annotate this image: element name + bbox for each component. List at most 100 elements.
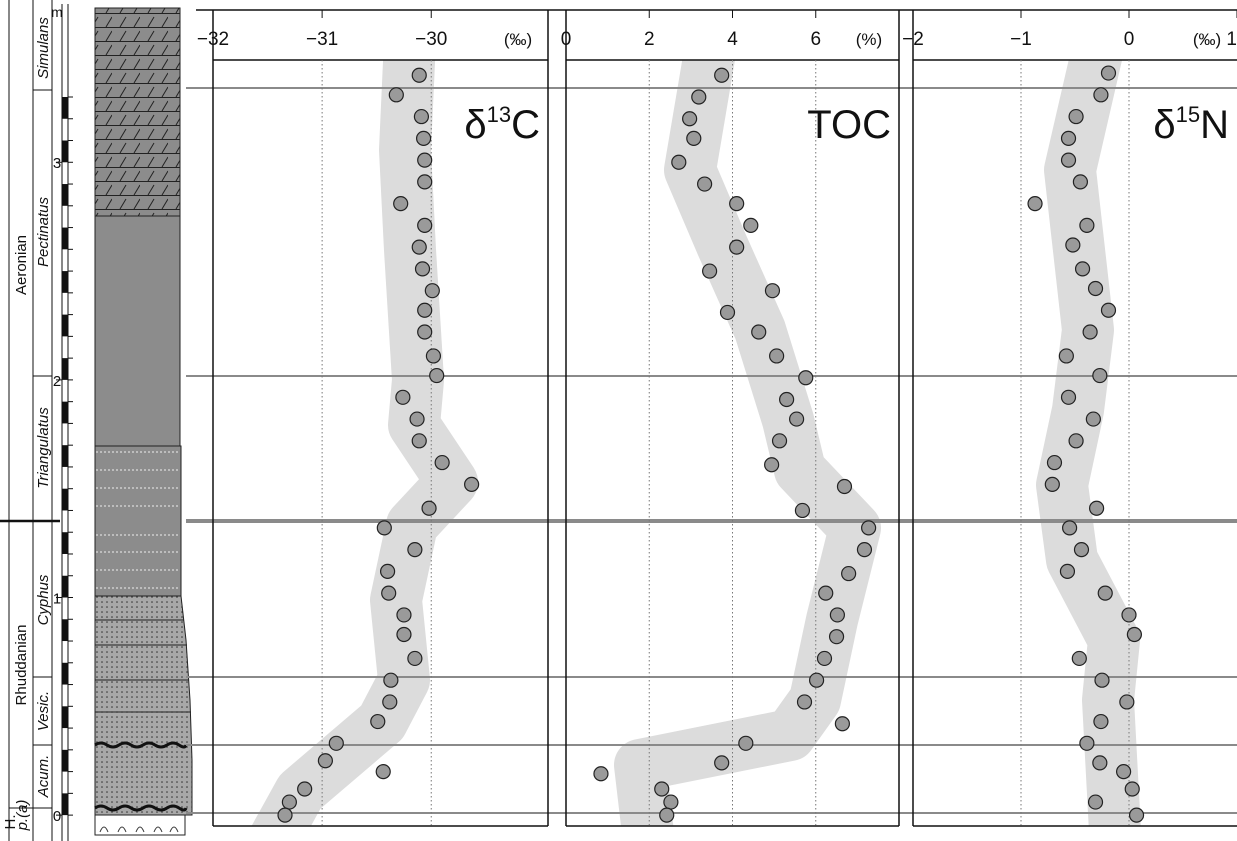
data-point [1089,795,1103,809]
stage-label: Aeronian [13,235,30,295]
data-point [790,412,804,426]
data-point [1094,88,1108,102]
data-point [371,715,385,729]
stage-label: Rhuddanian [13,625,30,706]
data-point [1060,564,1074,578]
data-point [383,695,397,709]
data-point [830,630,844,644]
x-axis-unit: (‰) [504,30,532,49]
data-point [817,651,831,665]
ruler-block [62,184,68,206]
data-point [408,651,422,665]
data-point [672,155,686,169]
data-point [418,153,432,167]
data-point [1062,390,1076,404]
data-point [376,765,390,779]
data-point [397,608,411,622]
ruler-block [62,445,68,467]
data-point [1062,153,1076,167]
data-point [1117,765,1131,779]
data-point [1127,628,1141,642]
strat-frame [0,0,68,841]
data-point [1066,238,1080,252]
data-point [795,503,809,517]
panel-title: δ15N [1153,102,1229,147]
ruler-block [62,271,68,293]
data-point [770,349,784,363]
data-point [744,218,758,232]
data-point [1069,110,1083,124]
data-point [1059,349,1073,363]
title-part: TOC [807,103,891,147]
data-point [837,480,851,494]
data-point [394,197,408,211]
data-point [1080,218,1094,232]
data-point [1122,608,1136,622]
data-point [1101,303,1115,317]
data-point [1073,175,1087,189]
data-point [377,521,391,535]
data-point [810,673,824,687]
data-point [660,808,674,822]
data-point [715,68,729,82]
data-point [715,756,729,770]
data-point [1090,501,1104,515]
data-point [1063,521,1077,535]
data-point [1069,434,1083,448]
data-point [698,177,712,191]
x-tick-label: 6 [810,29,821,50]
data-point [1125,782,1139,796]
ruler-block [62,663,68,685]
data-point [1072,651,1086,665]
data-point [410,412,424,426]
data-point [1062,131,1076,145]
data-point [1083,325,1097,339]
data-point [418,325,432,339]
zone-label: Acum. [35,755,52,799]
data-point [799,371,813,385]
data-point [318,754,332,768]
lithology-column [95,8,192,835]
data-point [780,392,794,406]
data-point [739,736,753,750]
data-point [430,369,444,383]
data-point [1130,808,1144,822]
ruler-block [62,532,68,554]
data-point [752,325,766,339]
data-point [282,795,296,809]
x-tick-label: −32 [197,29,229,50]
title-part: δ [1153,103,1175,147]
ruler-block [62,358,68,380]
zone-label: Cyphus [35,574,52,625]
data-point [798,695,812,709]
data-point [418,303,432,317]
data-point [765,458,779,472]
data-point [819,586,833,600]
data-point [435,456,449,470]
data-point [1093,369,1107,383]
data-point [397,628,411,642]
data-point [329,736,343,750]
x-axis-unit: (%) [856,30,882,49]
x-axis-unit: (‰) [1193,30,1221,49]
data-point [416,262,430,276]
data-point [721,305,735,319]
data-point [730,240,744,254]
ruler-block [62,97,68,119]
data-point [417,131,431,145]
data-point [278,808,292,822]
x-tick-label: 0 [561,29,572,50]
ruler-block [62,619,68,641]
depth-tick-label: 2 [53,373,61,390]
data-point [418,218,432,232]
data-point [835,717,849,731]
data-point [703,264,717,278]
data-point [412,68,426,82]
data-point [389,88,403,102]
zone-label: Pectinatus [35,196,52,267]
x-tick-label: −30 [415,29,447,50]
data-point [412,240,426,254]
data-point [1076,262,1090,276]
zone-label: Triangulatus [35,407,52,489]
